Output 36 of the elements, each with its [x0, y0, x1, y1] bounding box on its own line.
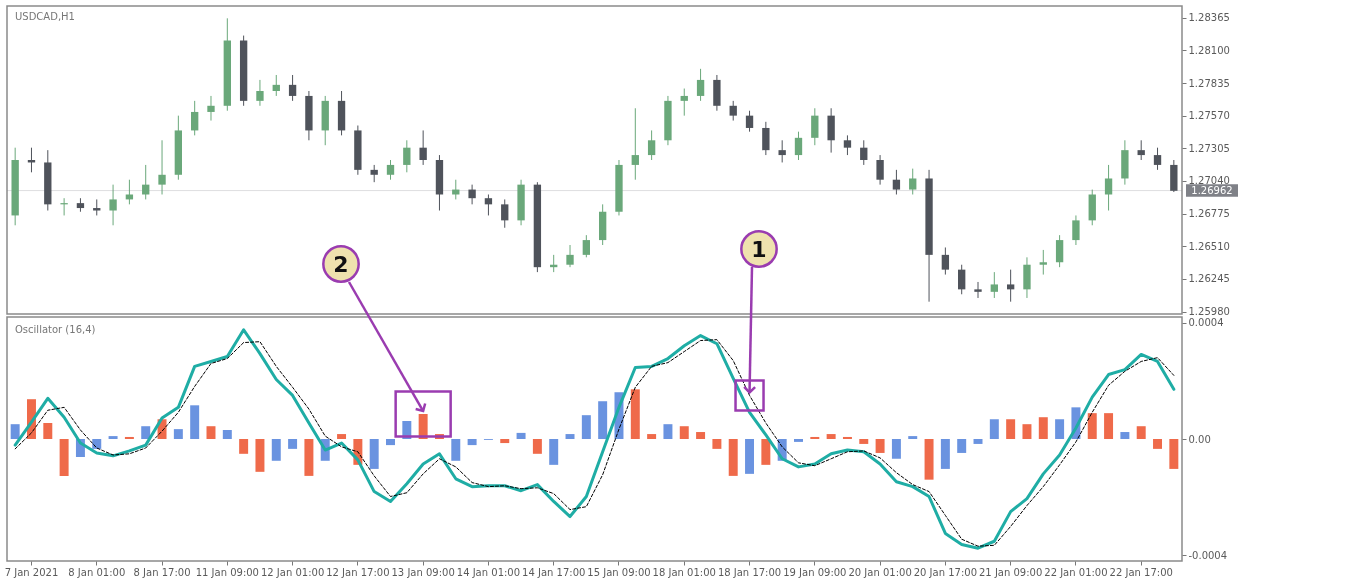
- annotation: 1: [751, 237, 767, 262]
- x-tick-label: 13 Jan 09:00: [391, 566, 455, 578]
- y-tick-label: 1.27040: [1188, 175, 1230, 187]
- x-tick-label: 22 Jan 01:00: [1044, 566, 1108, 578]
- x-tick-label: 21 Jan 09:00: [978, 566, 1043, 578]
- y-tick-label: 1.27835: [1188, 77, 1230, 89]
- x-tick-label: 7 Jan 2021: [4, 566, 59, 578]
- x-tick-label: 11 Jan 09:00: [195, 566, 259, 578]
- x-tick-label: 8 Jan 17:00: [133, 566, 191, 578]
- x-tick-label: 12 Jan 01:00: [260, 566, 325, 578]
- x-tick-label: 15 Jan 09:00: [587, 566, 651, 578]
- x-tick-label: 12 Jan 17:00: [326, 566, 390, 578]
- x-tick-label: 14 Jan 01:00: [456, 566, 521, 578]
- x-tick-label: 20 Jan 17:00: [913, 566, 978, 578]
- x-tick-label: 18 Jan 01:00: [652, 566, 716, 578]
- y-tick-label: 1.27305: [1188, 142, 1230, 154]
- x-tick-label: 19 Jan 09:00: [783, 566, 847, 578]
- y-tick-label: -0.0004: [1188, 549, 1228, 561]
- y-tick-label: 1.26775: [1188, 208, 1230, 220]
- text: USDCAD,H1: [15, 11, 75, 22]
- ref-line-label: 1.26962: [1191, 184, 1233, 196]
- y-tick-label: 1.26245: [1188, 273, 1230, 285]
- y-tick-label: 1.26510: [1188, 240, 1230, 252]
- x-tick-label: 22 Jan 17:00: [1109, 566, 1173, 578]
- y-tick-label: 1.28100: [1188, 44, 1230, 56]
- x-tick-label: 8 Jan 01:00: [68, 566, 126, 578]
- annotation: 2: [333, 252, 349, 277]
- text: Oscillator (16,4): [15, 324, 96, 335]
- y-tick-label: 1.27570: [1188, 110, 1230, 122]
- y-tick-label: 0.0004: [1188, 317, 1224, 329]
- x-tick-label: 18 Jan 17:00: [717, 566, 782, 578]
- y-tick-label: 0.00: [1188, 433, 1211, 445]
- y-tick-label: 1.25980: [1188, 306, 1230, 318]
- x-tick-label: 20 Jan 01:00: [848, 566, 912, 578]
- x-tick-label: 14 Jan 17:00: [522, 566, 586, 578]
- y-tick-label: 1.28365: [1188, 12, 1230, 24]
